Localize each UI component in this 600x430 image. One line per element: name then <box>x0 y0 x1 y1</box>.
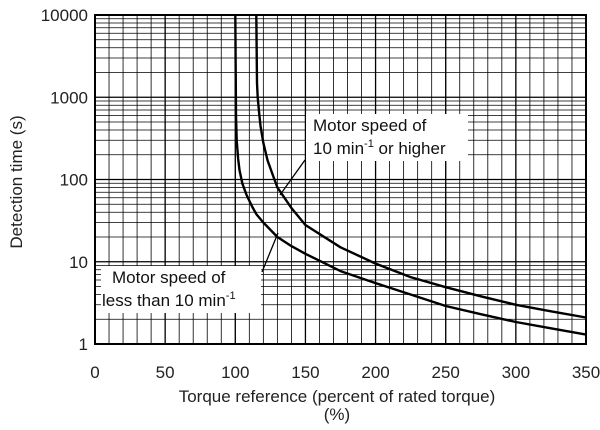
y-tick-label: 100 <box>60 171 88 190</box>
annotation-low-speed-bg <box>101 266 261 313</box>
annotation-high-speed-line2: 10 min-1 or higher <box>313 138 446 158</box>
annotation-leader-low-speed <box>261 232 279 273</box>
x-tick-label: 50 <box>156 363 175 382</box>
series-line-1 <box>255 14 587 319</box>
annotation-high-speed-main: 10 min <box>313 139 364 158</box>
annotation-low-speed-line2: less than 10 min-1 <box>102 290 236 310</box>
annotation-low-speed-sup: -1 <box>226 290 236 302</box>
x-tick-label: 0 <box>90 363 99 382</box>
annotation-high-speed-line1: Motor speed of <box>313 116 427 135</box>
y-gridlines <box>95 18 586 320</box>
y-tick-label: 1 <box>79 335 88 354</box>
series-lines <box>234 14 587 336</box>
x-axis-title-line2: (%) <box>324 405 350 424</box>
annotation-high-speed-sup: -1 <box>364 138 374 150</box>
x-tick-label: 200 <box>361 363 389 382</box>
x-tick-labels: 0 50 100 150 200 250 300 350 <box>90 363 600 382</box>
x-tick-label: 250 <box>432 363 460 382</box>
annotation-leader-high-speed <box>279 159 306 196</box>
y-axis-title: Detection time (s) <box>7 115 26 248</box>
x-tick-label: 100 <box>221 363 249 382</box>
y-tick-labels: 1 10 100 1000 10000 <box>41 6 88 354</box>
x-axis-title-line1: Torque reference (percent of rated torqu… <box>179 387 496 406</box>
annotation-high-speed-tail: or higher <box>374 139 446 158</box>
plot-frame <box>94 14 587 345</box>
y-tick-label: 1000 <box>50 88 88 107</box>
y-tick-label: 10 <box>69 253 88 272</box>
x-tick-label: 350 <box>572 363 600 382</box>
x-tick-label: 300 <box>502 363 530 382</box>
annotation-high-speed-bg <box>306 114 468 161</box>
y-tick-label: 10000 <box>41 6 88 25</box>
annotation-low-speed-main: less than 10 min <box>102 291 226 310</box>
series-line-0 <box>234 14 587 336</box>
annotation-low-speed-line1: Motor speed of <box>112 268 226 287</box>
x-tick-label: 150 <box>291 363 319 382</box>
